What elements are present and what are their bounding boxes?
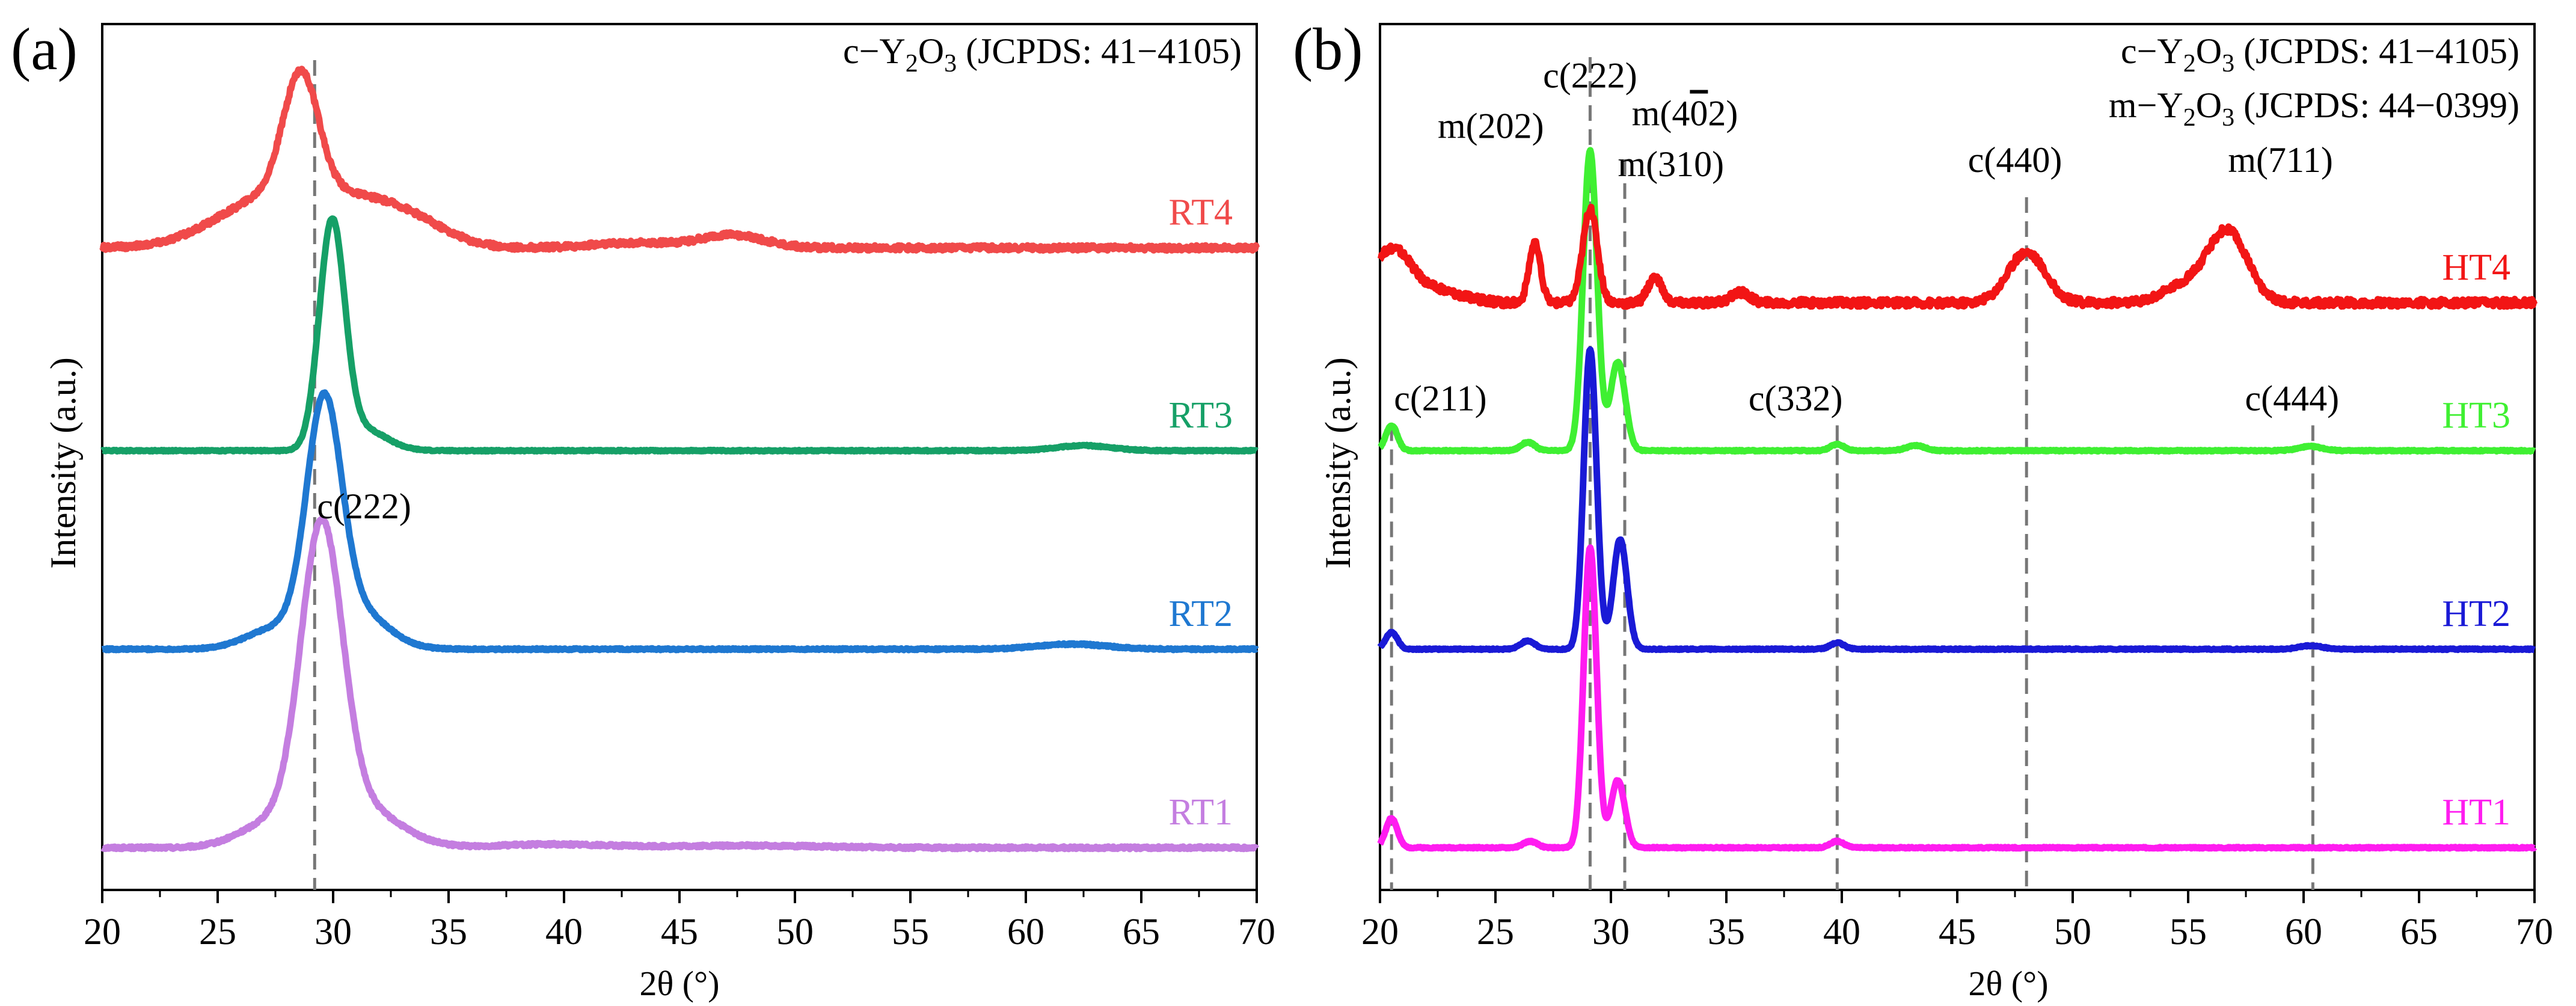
jcpds-note: c−Y2O3 (JCPDS: 41−4105) [2121,31,2519,78]
series-label-ht4: HT4 [2442,247,2510,288]
x-tick-label: 20 [1361,912,1399,952]
panel-b: (b) 20 25 30 35 40 45 50 55 60 65 70 HT1 HT2 HT3 HT4 c(… [1293,16,2553,1003]
peak-annotation: c(440) [1968,140,2062,180]
x-tick-label: 45 [1939,912,1976,952]
series-label-ht3: HT3 [2442,395,2510,436]
x-tick-label: 70 [2516,912,2553,952]
series-label-rt3: RT3 [1168,395,1233,436]
x-tick-label: 20 [84,912,121,952]
jcpds-notes: c−Y2O3 (JCPDS: 41−4105) m−Y2O3 (JCPDS: 44… [2109,31,2519,132]
reference-lines [1390,57,2314,890]
series-line-rt1 [99,515,1260,853]
x-tick-label: 45 [661,912,698,952]
peak-annotation: c(444) [2245,379,2340,419]
peak-annotation: c(222) [1543,55,1637,95]
x-tick-label: 40 [545,912,583,952]
series-label-ht1: HT1 [2442,792,2510,833]
x-tick-label: 65 [1123,912,1160,952]
series-line-rt4 [99,66,1260,254]
panel-a-label: (a) [11,16,78,82]
x-tick-label: 70 [1238,912,1275,952]
peak-annotation: m(402) [1632,94,1738,133]
peak-annotation: m(310) [1618,144,1725,184]
x-tick-label: 50 [2054,912,2091,952]
series-label-ht2: HT2 [2442,593,2510,634]
panel-b-y-axis-label: Intensity (a.u.) [1318,357,1358,569]
panel-b-plot-area: 20 25 30 35 40 45 50 55 60 65 70 HT1 HT2 HT3 HT4 c(222)… [1361,23,2553,952]
x-tick-label: 25 [1477,912,1514,952]
panel-a-plot-area: 20 25 30 35 40 45 50 55 60 65 70 RT1 RT2 RT3 RT4 c(222)… [84,23,1275,952]
x-tick-label: 60 [1007,912,1044,952]
x-tick-label: 50 [776,912,814,952]
x-tick-label: 40 [1823,912,1860,952]
jcpds-note: m−Y2O3 (JCPDS: 44−0399) [2109,85,2519,132]
peak-annotation: c(222) [317,486,411,526]
x-tick-label: 35 [430,912,467,952]
panel-a-y-axis-label: Intensity (a.u.) [43,357,83,569]
panel-b-label: (b) [1293,16,1363,82]
series-line-ht1 [1377,544,2538,852]
jcpds-notes: c−Y2O3 (JCPDS: 41−4105) [843,31,1242,78]
peak-annotation: c(332) [1749,379,1843,419]
x-axis-ticks: 20 25 30 35 40 45 50 55 60 65 70 [84,890,1275,952]
x-axis-ticks: 20 25 30 35 40 45 50 55 60 65 70 [1361,890,2553,952]
jcpds-note: c−Y2O3 (JCPDS: 41−4105) [843,31,1242,78]
peak-annotations: c(222) m(202) m(402) m(310) c(440) m(711) c(21… [1394,55,2339,418]
series-label-rt2: RT2 [1168,593,1233,634]
peak-annotation: m(202) [1438,106,1544,146]
x-tick-label: 60 [2285,912,2322,952]
peak-annotation: c(211) [1394,379,1486,419]
series-label-rt1: RT1 [1168,792,1233,833]
series-label-rt4: RT4 [1168,192,1233,233]
panel-a: (a) 20 25 30 35 40 45 50 55 60 65 70 RT1 RT2 RT3 RT4 c(… [11,16,1275,1003]
peak-annotation: m(711) [2228,140,2332,180]
series-line-ht2 [1377,346,2538,654]
x-tick-label: 25 [199,912,236,952]
x-tick-label: 55 [2170,912,2207,952]
panel-b-x-axis-label: 2θ (°) [1968,964,2048,1003]
x-tick-label: 55 [892,912,929,952]
x-tick-label: 30 [1592,912,1630,952]
series-line-rt2 [99,389,1260,654]
series-line-rt3 [99,215,1260,455]
x-tick-label: 35 [1708,912,1745,952]
x-tick-label: 65 [2400,912,2438,952]
series-line-ht4 [1377,203,2538,310]
x-tick-label: 30 [314,912,352,952]
series-line-ht3 [1377,147,2538,455]
panel-a-x-axis-label: 2θ (°) [639,964,719,1003]
peak-annotations: c(222) [317,486,411,526]
